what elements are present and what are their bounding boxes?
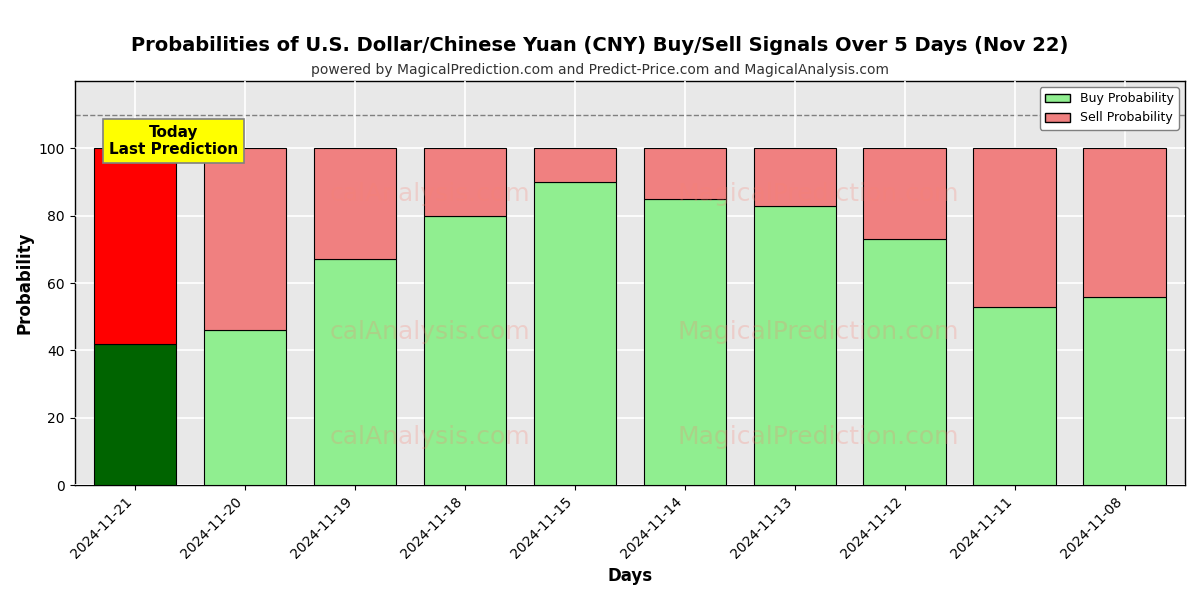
- Text: Today
Last Prediction: Today Last Prediction: [109, 125, 239, 157]
- Text: Probabilities of U.S. Dollar/Chinese Yuan (CNY) Buy/Sell Signals Over 5 Days (No: Probabilities of U.S. Dollar/Chinese Yua…: [131, 36, 1069, 55]
- Bar: [94, 148, 176, 344]
- Bar: [534, 182, 616, 485]
- Y-axis label: Probability: Probability: [16, 232, 34, 334]
- Bar: [864, 148, 946, 239]
- Bar: [313, 259, 396, 485]
- Bar: [643, 148, 726, 199]
- Text: MagicalPrediction.com: MagicalPrediction.com: [678, 425, 959, 449]
- Bar: [1084, 148, 1165, 296]
- Bar: [424, 148, 506, 215]
- Bar: [754, 206, 836, 485]
- Bar: [973, 307, 1056, 485]
- Text: MagicalPrediction.com: MagicalPrediction.com: [678, 182, 959, 206]
- Text: calAnalysis.com: calAnalysis.com: [330, 182, 530, 206]
- Legend: Buy Probability, Sell Probability: Buy Probability, Sell Probability: [1040, 87, 1178, 130]
- Text: powered by MagicalPrediction.com and Predict-Price.com and MagicalAnalysis.com: powered by MagicalPrediction.com and Pre…: [311, 63, 889, 77]
- Text: calAnalysis.com: calAnalysis.com: [330, 320, 530, 344]
- Bar: [1084, 296, 1165, 485]
- Bar: [424, 215, 506, 485]
- Text: MagicalPrediction.com: MagicalPrediction.com: [678, 320, 959, 344]
- Bar: [204, 330, 287, 485]
- Bar: [534, 148, 616, 182]
- Bar: [643, 199, 726, 485]
- Bar: [94, 344, 176, 485]
- Bar: [864, 239, 946, 485]
- Bar: [754, 148, 836, 206]
- Text: calAnalysis.com: calAnalysis.com: [330, 425, 530, 449]
- X-axis label: Days: Days: [607, 567, 653, 585]
- Bar: [204, 148, 287, 330]
- Bar: [973, 148, 1056, 307]
- Bar: [313, 148, 396, 259]
